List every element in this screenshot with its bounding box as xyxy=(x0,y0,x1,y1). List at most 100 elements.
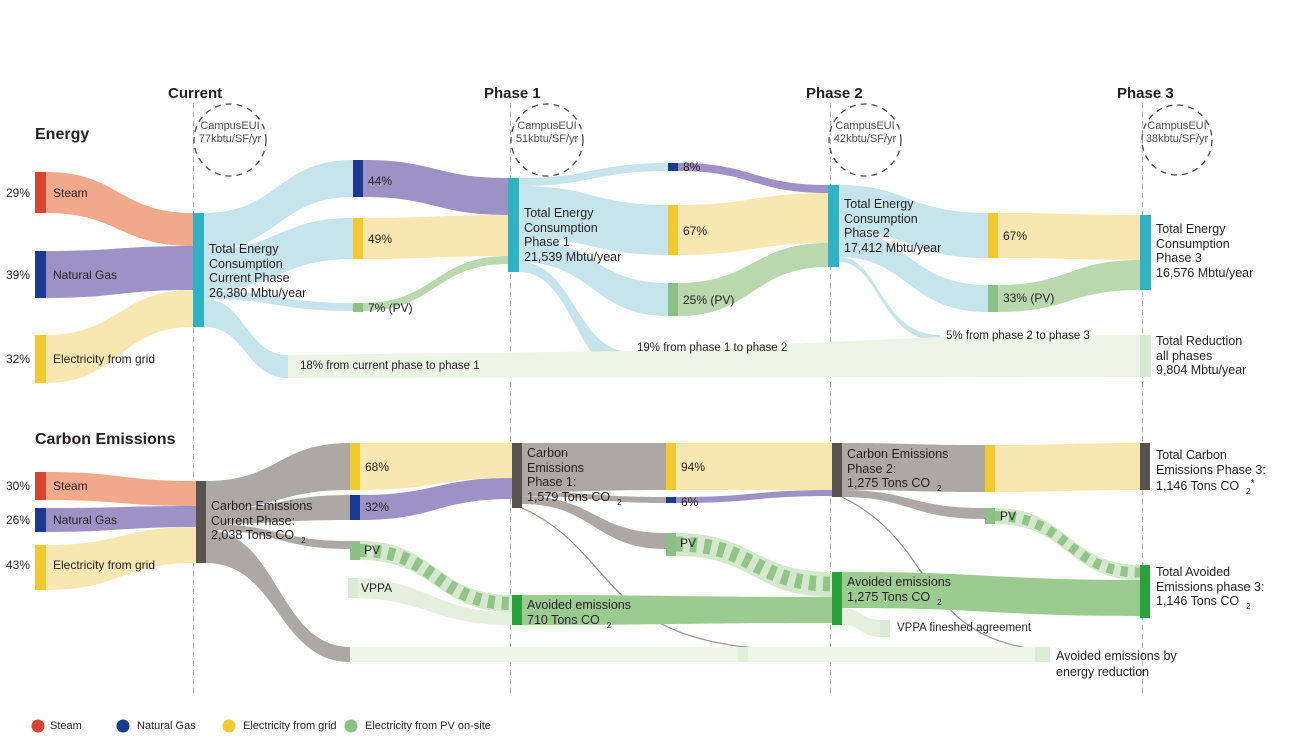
carbon-p1-stub-32: 32% xyxy=(365,500,390,514)
energy-node-total-reduction xyxy=(1140,335,1151,377)
energy-node-current-label: Total Energy Consumption Current Phase 26,3… xyxy=(209,242,307,300)
flow-67pct-to-p2 xyxy=(678,193,828,255)
legend-dots xyxy=(31,719,358,733)
flow-44pct-to-p1 xyxy=(363,160,508,215)
caption-reduction-5: 5% from phase 2 to phase 3 xyxy=(946,330,1090,342)
carbon-node-phase3 xyxy=(1140,443,1150,490)
avoided-energy-label: Avoided emissions by energy reduction xyxy=(1056,649,1177,679)
legend-dot-gas xyxy=(116,719,130,733)
energy-source-grid-bar xyxy=(35,335,46,383)
carbon-gas-label: Natural Gas xyxy=(53,513,118,527)
flow-cp1-to-pv xyxy=(522,496,666,549)
column-title-current: Current xyxy=(168,85,223,102)
flow-ccurrent-to-32pct xyxy=(206,495,350,524)
carbon-node-avoided-p1 xyxy=(512,595,522,625)
energy-node-p1-label: Total Energy Consumption Phase 1 21,539 Mbt… xyxy=(524,206,622,264)
flow-p1-to-25pct xyxy=(519,238,668,316)
flow-25pct-to-p2 xyxy=(678,243,828,316)
flow-6pct-to-cp2 xyxy=(676,490,832,503)
energy-stub-p2-pv xyxy=(668,283,678,316)
flow-carbon-steam xyxy=(46,472,196,506)
legend-label-grid: Electricity from grid xyxy=(243,720,337,732)
carbon-stub-p1-gas xyxy=(350,495,360,520)
flow-avoided-energy-band xyxy=(350,647,1050,662)
carbon-p2-stub-pv: PV xyxy=(680,536,697,550)
flow-8pct-to-p2 xyxy=(678,163,828,193)
energy-p2-stub-25: 25% (PV) xyxy=(683,293,735,307)
carbon-p3-stub-pv: PV xyxy=(1000,509,1017,523)
energy-steam-pct: 29% xyxy=(6,186,31,200)
flow-avoided-p2-vppa-out xyxy=(842,608,880,637)
energy-section-title: Energy xyxy=(35,126,90,143)
carbon-stub-p1-vppa xyxy=(348,578,358,598)
flow-current-to-reduction xyxy=(204,299,288,378)
carbon-node-current-label: Carbon Emissions Current Phase: 2,038 Ton… xyxy=(211,499,313,545)
energy-stub-p2-gas xyxy=(668,163,678,171)
eui-circle-phase1 xyxy=(510,103,584,177)
carbon-node-current xyxy=(196,481,206,563)
flow-energy-grid xyxy=(46,290,193,383)
flow-cp1-reduction-hairline xyxy=(521,507,757,649)
flow-ccurrent-to-energy-reduction xyxy=(206,530,350,662)
flow-pv-to-avoided-total xyxy=(995,508,1140,580)
flow-33pct-to-p3 xyxy=(998,260,1140,312)
energy-total-reduction-label: Total Reduction all phases 9,804 Mbtu/year xyxy=(1156,334,1247,377)
flow-pv-to-avoided-p2 xyxy=(676,533,832,597)
eui-label-phase1: CampusEUI 51kbtu/SF/yr xyxy=(515,120,579,145)
avoided-energy-band-stub-end xyxy=(1035,647,1050,662)
flow-current-to-49pct xyxy=(204,218,353,291)
energy-stub-p3-pv xyxy=(988,285,998,312)
flow-avoided-p2-to-total xyxy=(842,572,1140,616)
energy-flows xyxy=(46,160,1140,383)
carbon-nodes xyxy=(35,443,1150,637)
carbon-stub-p1-grid xyxy=(350,443,360,490)
energy-grid-label: Electricity from grid xyxy=(53,352,156,366)
flow-cp2-to-pv xyxy=(842,490,985,519)
carbon-stub-p2-grid xyxy=(666,443,676,490)
eui-circle-phase3 xyxy=(1141,104,1213,176)
flow-p1-to-reduction xyxy=(519,262,632,377)
energy-p1-stub-44: 44% xyxy=(368,174,393,188)
energy-p2-stub-67: 67% xyxy=(683,224,708,238)
flow-energy-steam xyxy=(46,172,193,246)
flow-vppa-to-avoided-p1 xyxy=(348,578,512,625)
energy-p3-stub-67: 67% xyxy=(1003,229,1028,243)
energy-node-phase2 xyxy=(828,185,839,267)
eui-circle-current xyxy=(193,103,267,177)
carbon-grid-label: Electricity from grid xyxy=(53,558,156,572)
column-title-phase3: Phase 3 xyxy=(1117,85,1174,102)
carbon-stub-p1-pv xyxy=(350,541,360,560)
carbon-node-avoided-total xyxy=(1140,565,1150,618)
carbon-p1-stub-pv: PV xyxy=(364,543,381,557)
column-title-phase1: Phase 1 xyxy=(484,85,541,102)
energy-stub-p1-gas xyxy=(353,160,363,197)
flow-grid-stub-to-cp3 xyxy=(995,443,1140,492)
carbon-source-steam-bar xyxy=(35,472,46,500)
energy-node-p3-label: Total Energy Consumption Phase 3 16,576 Mbt… xyxy=(1156,222,1254,280)
flow-cp1-to-94pct xyxy=(522,443,666,492)
flow-energy-gas xyxy=(46,246,193,298)
carbon-stub-p3-pv xyxy=(985,508,995,524)
eui-circles xyxy=(193,103,1213,177)
carbon-source-gas-bar xyxy=(35,508,46,532)
energy-nodes xyxy=(35,160,1151,383)
energy-p2-stub-8: 8% xyxy=(683,160,701,174)
carbon-avoided-total-label: Total Avoided Emissions phase 3: 1,146 To… xyxy=(1156,565,1265,611)
legend-dot-grid xyxy=(222,719,236,733)
carbon-avoided-p1-label: Avoided emissions 710 Tons CO 2 xyxy=(527,598,631,630)
energy-node-phase1 xyxy=(508,178,519,272)
carbon-p2-stub-94: 94% xyxy=(681,460,706,474)
carbon-node-phase1 xyxy=(512,443,522,508)
eui-label-phase2: CampusEUI 42kbtu/SF/yr xyxy=(833,120,897,145)
flow-68pct-to-cp1 xyxy=(360,443,512,490)
carbon-p2-stub-6: 6% xyxy=(681,495,699,509)
energy-stub-p2-grid xyxy=(668,205,678,255)
energy-source-gas-bar xyxy=(35,251,46,298)
flow-pv-to-avoided-p1 xyxy=(360,541,512,612)
carbon-node-avoided-p2 xyxy=(832,572,842,625)
carbon-flows xyxy=(46,443,1141,662)
legend-label-gas: Natural Gas xyxy=(137,720,196,732)
flow-p1-to-67pct xyxy=(519,186,668,255)
energy-stub-p3-grid xyxy=(988,213,998,258)
